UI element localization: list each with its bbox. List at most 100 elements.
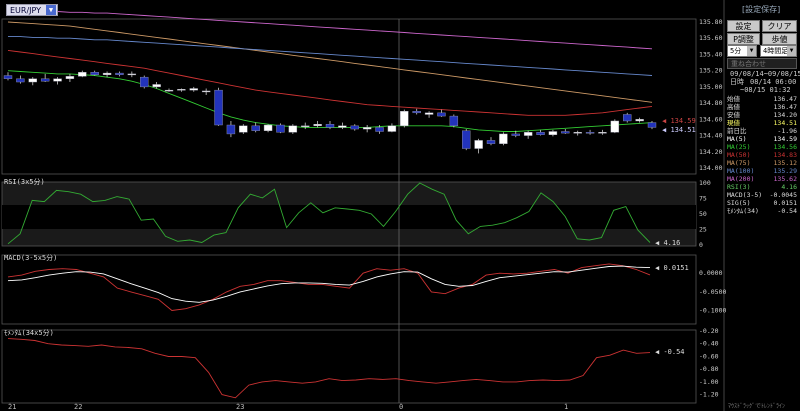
candle-body [177, 89, 186, 91]
rsi-axis-label: 75 [699, 195, 707, 203]
price-tag-upper-value: 134.59 [670, 117, 696, 125]
candle-body [251, 125, 260, 131]
candle [288, 124, 298, 134]
candle [486, 137, 496, 146]
stat-label: 始値 [727, 95, 740, 103]
candle-body [152, 84, 161, 88]
stat-row: MA(200) 135.62 [727, 175, 799, 183]
candle [152, 82, 161, 89]
symbol-select[interactable]: EUR/JPY [6, 4, 58, 16]
tick-button[interactable]: 歩値 [762, 33, 797, 45]
stat-row: 高値 136.47 [727, 103, 799, 111]
momentum-axis-label: -1.00 [699, 378, 719, 386]
candle [40, 73, 50, 83]
date-end: ~08/15 01:32 [740, 86, 791, 94]
stat-row: RSI(3) 4.16 [727, 183, 799, 191]
candle-body [16, 78, 25, 83]
stat-value: 135.12 [773, 159, 797, 167]
candle-body [325, 123, 335, 128]
candle-body [263, 124, 273, 131]
rsi-axis-label: 100 [699, 179, 711, 187]
candle-body [338, 125, 347, 128]
momentum-title: ﾓﾒﾝﾀﾑ(34x5分) [4, 329, 54, 337]
candle-body [226, 124, 236, 135]
candle [251, 122, 260, 133]
candle-body [412, 111, 421, 114]
candle-body [115, 72, 124, 75]
time-axis-label: 22 [74, 403, 82, 411]
settings-save-link[interactable]: [設定保存] [742, 5, 781, 14]
stat-value: 134.51 [773, 119, 797, 127]
candle-body [90, 72, 99, 75]
candle [53, 77, 62, 85]
price-axis-label: 135.60 [699, 34, 723, 42]
price-axis-label: 134.80 [699, 99, 723, 107]
candle-body [474, 140, 483, 149]
stat-row: MA(25) 134.56 [727, 143, 799, 151]
stat-row: 前日比 -1.96 [727, 127, 799, 135]
candle [140, 75, 149, 89]
stat-label: 現値 [727, 119, 740, 127]
candle-body [313, 123, 322, 127]
price-tag-lower-value: 134.51 [670, 126, 696, 134]
candle-body [28, 78, 37, 83]
stat-row: MA(100) 135.29 [727, 167, 799, 175]
settings-button[interactable]: 設定 [727, 20, 760, 32]
clear-button[interactable]: クリア [762, 20, 797, 32]
ma-line [7, 49, 653, 116]
candle-body [635, 119, 644, 122]
candle-body [201, 90, 211, 93]
stat-row: MA(50) 134.83 [727, 151, 799, 159]
macd-value: 0.0151 [663, 264, 689, 272]
stat-label: 前日比 [727, 127, 747, 135]
stat-label: MA(5) [727, 135, 747, 143]
candle-body [189, 88, 198, 91]
price-tag-upper: ◀ 134.59 [662, 117, 696, 125]
candle-body [387, 125, 397, 132]
rsi-axis-label: 0 [699, 241, 703, 249]
footer-hint: ﾏｳｽﾄﾞﾗｯｸﾞでﾄﾚﾝﾄﾞﾗｲﾝ [728, 403, 786, 410]
price-axis-label: 135.40 [699, 50, 723, 58]
candle-body [301, 125, 310, 128]
candle-body [239, 125, 248, 133]
momentum-axis-label: -0.40 [699, 340, 719, 348]
candle [127, 71, 137, 78]
candle-body [214, 89, 223, 126]
candle-body [288, 125, 298, 133]
stat-label: ﾓﾒﾝﾀﾑ(34) [727, 207, 759, 215]
candle [102, 71, 112, 78]
price-tag-lower: ◀ 134.51 [662, 126, 696, 134]
stat-value: 4.16 [781, 183, 797, 191]
date-label: 日時 [730, 78, 744, 86]
overlay-select[interactable]: 重ね合わせ [727, 58, 797, 69]
time-axis-label: 0 [399, 403, 403, 411]
candle [499, 132, 508, 146]
price-axis-label: 134.60 [699, 115, 723, 123]
price-axis-label: 135.80 [699, 18, 723, 26]
candle [239, 124, 248, 134]
candle [511, 130, 520, 138]
stat-value: 135.29 [773, 167, 797, 175]
stat-value: -0.54 [777, 207, 797, 215]
stat-value: 136.47 [773, 103, 797, 111]
chevron-down-icon: ▼ [747, 46, 756, 56]
candle-body [65, 76, 75, 79]
chevron-down-icon[interactable]: ▼ [46, 5, 56, 15]
ma-line [8, 36, 653, 76]
rsi-value: 4.16 [663, 239, 681, 247]
momentum-axis-label: -0.60 [699, 352, 719, 360]
candle [635, 117, 644, 123]
rsi-axis-label: 50 [699, 210, 707, 218]
candle [623, 112, 632, 123]
stat-value: 0.0151 [773, 199, 797, 207]
interval-select[interactable]: 5分 ▼ [727, 45, 757, 57]
stat-label: 高値 [727, 103, 740, 111]
stat-label: MA(100) [727, 167, 755, 175]
span-select[interactable]: 4時間足 ▼ [760, 45, 797, 57]
momentum-value-badge: ◀ -0.54 [655, 348, 685, 356]
candle [437, 109, 446, 117]
candle-body [53, 78, 62, 82]
p-adjust-button[interactable]: P調整 [727, 33, 760, 45]
candle-body [350, 125, 359, 130]
